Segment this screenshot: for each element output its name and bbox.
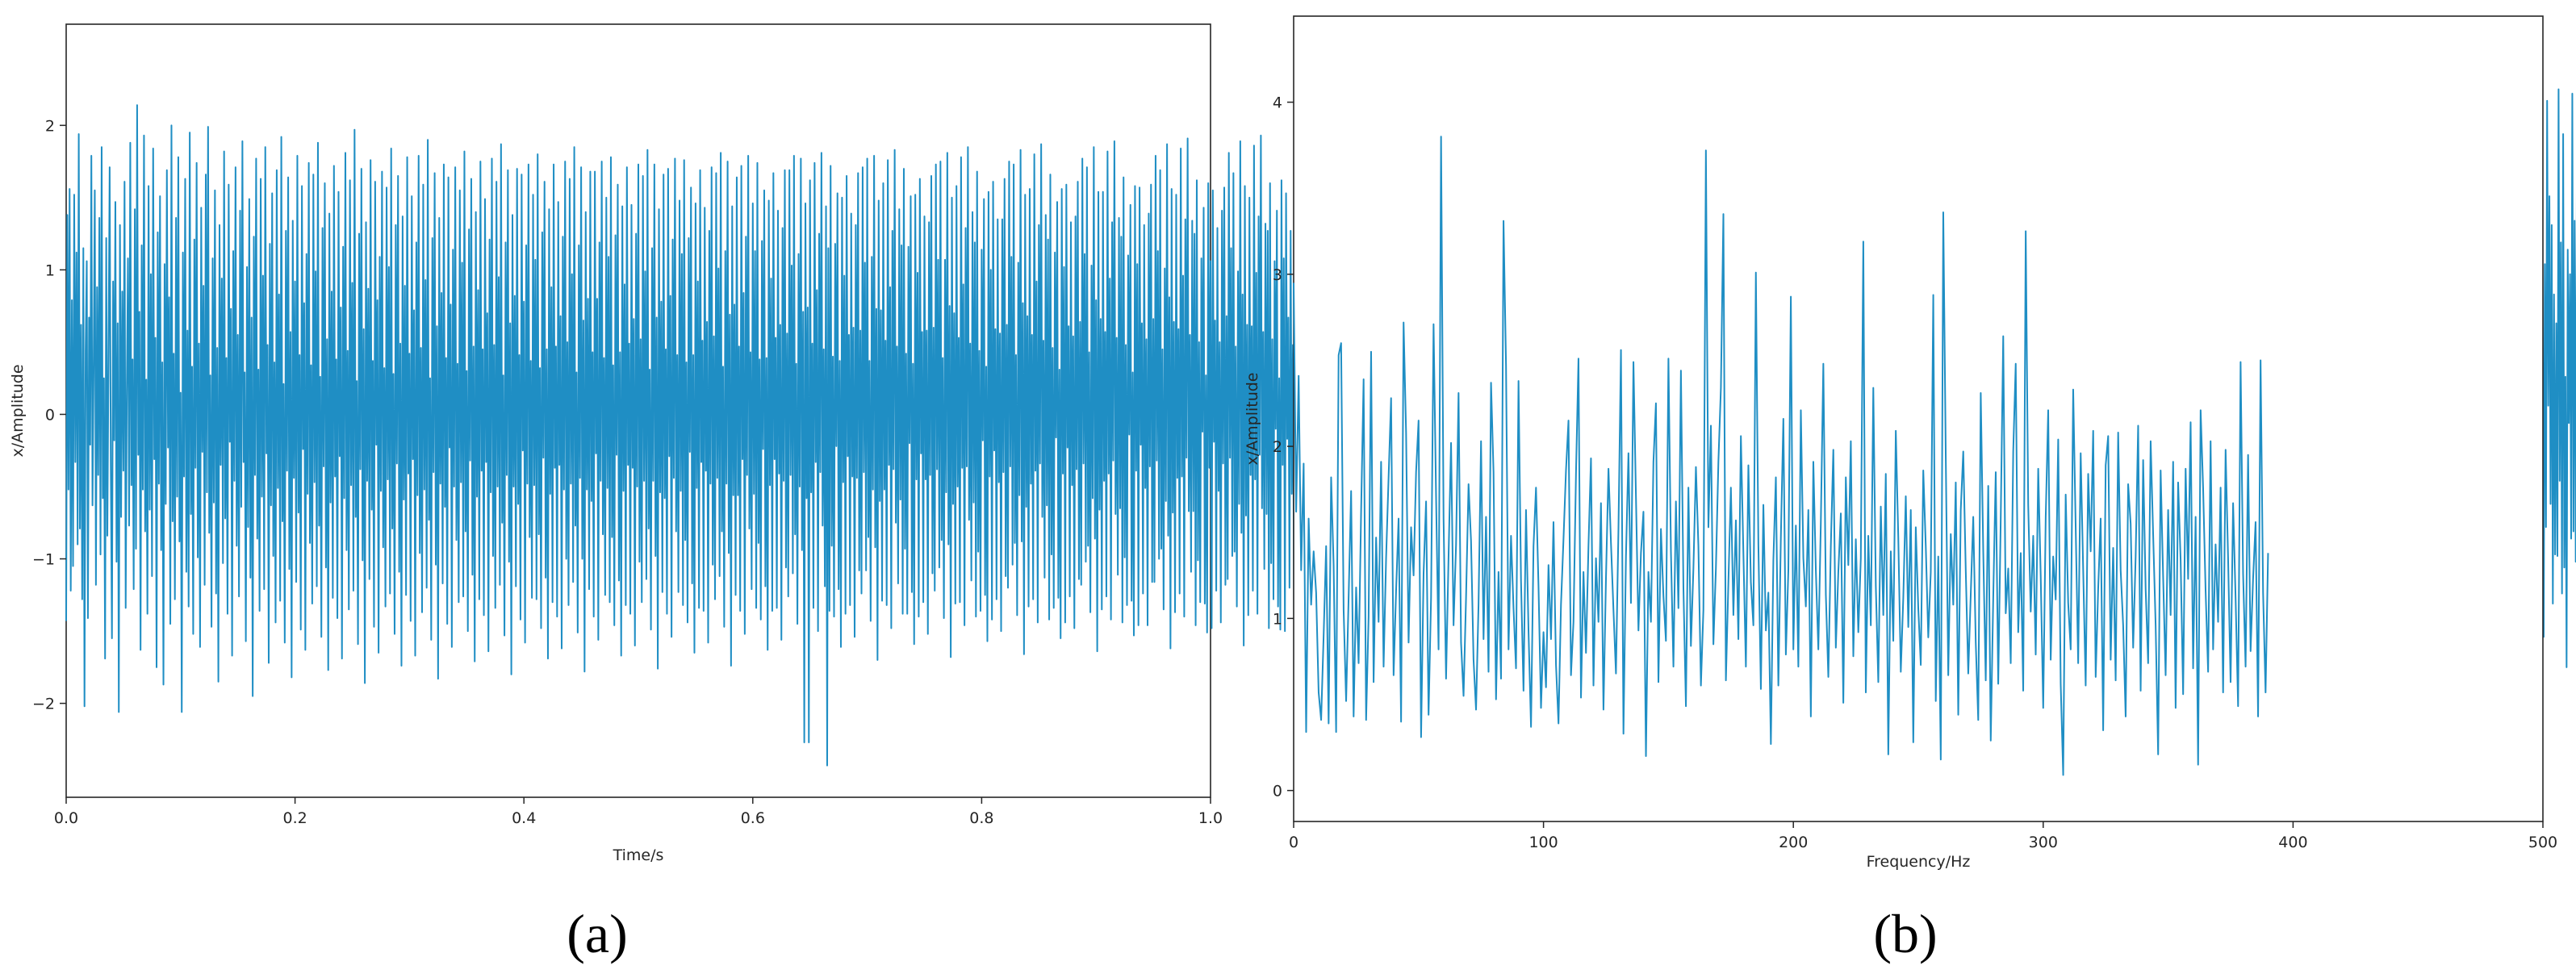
- y-axis-label-b: x/Amplitude: [1244, 372, 1261, 465]
- plot-area-b: [1293, 15, 2544, 822]
- x-tick-label-a-0: 0.0: [54, 809, 78, 827]
- x-tick-label-a-1: 0.2: [282, 809, 307, 827]
- chart-panel-b: 0 100 200 300 400 500 0 1 2 3 4 Frequency/Hz x/Am…: [1244, 15, 2557, 964]
- panel-label-b-text: (b): [1873, 903, 1937, 964]
- series-b: [1293, 136, 2269, 776]
- series-a: [65, 86, 2576, 767]
- y-tick-label-b-4: 4: [1273, 94, 1282, 112]
- y-tick-label-b-1: 1: [1273, 610, 1282, 628]
- x-tick-label-b-5: 500: [2528, 834, 2557, 851]
- x-tick-label-a-2: 0.4: [512, 809, 536, 827]
- y-axis-label-a: x/Amplitude: [9, 364, 27, 457]
- y-tick-label-b-0: 0: [1273, 783, 1282, 801]
- x-tick-label-a-5: 1.0: [1198, 809, 1223, 827]
- chart-panel-a: 0.0 0.2 0.4 0.6 0.8 1.0 −2 −1 0 1 2 Time/s x/Ampl…: [9, 23, 2576, 964]
- y-tick-label-a-3: 1: [45, 261, 55, 279]
- y-ticks-a: −2 −1 0 1 2: [32, 117, 66, 713]
- y-tick-label-a-0: −2: [32, 696, 55, 713]
- x-tick-label-b-0: 0: [1289, 834, 1298, 851]
- panel-label-a-text: (a): [567, 903, 627, 964]
- x-tick-label-a-4: 0.8: [969, 809, 993, 827]
- x-tick-label-b-2: 200: [1779, 834, 1808, 851]
- y-tick-label-b-2: 2: [1273, 438, 1282, 456]
- y-tick-label-a-1: −1: [32, 551, 55, 569]
- x-ticks-b: 0 100 200 300 400 500: [1289, 821, 2557, 851]
- panel-label-a: (a): [567, 903, 627, 964]
- series-line-b-0: [1293, 136, 2269, 776]
- panel-label-b: (b): [1873, 903, 1937, 964]
- y-ticks-b: 0 1 2 3 4: [1273, 94, 1294, 801]
- x-tick-label-b-1: 100: [1528, 834, 1558, 851]
- y-tick-label-a-4: 2: [45, 117, 55, 135]
- y-tick-label-b-3: 3: [1273, 266, 1282, 284]
- x-tick-label-b-4: 400: [2278, 834, 2307, 851]
- x-tick-label-b-3: 300: [2029, 834, 2058, 851]
- x-tick-label-a-3: 0.6: [741, 809, 765, 827]
- y-tick-label-a-2: 0: [45, 406, 55, 424]
- x-axis-label-b: Frequency/Hz: [1867, 853, 1971, 871]
- x-axis-label-a: Time/s: [613, 847, 664, 864]
- series-line-a-0: [65, 86, 2576, 767]
- x-ticks-a: 0.0 0.2 0.4 0.6 0.8 1.0: [54, 797, 1223, 827]
